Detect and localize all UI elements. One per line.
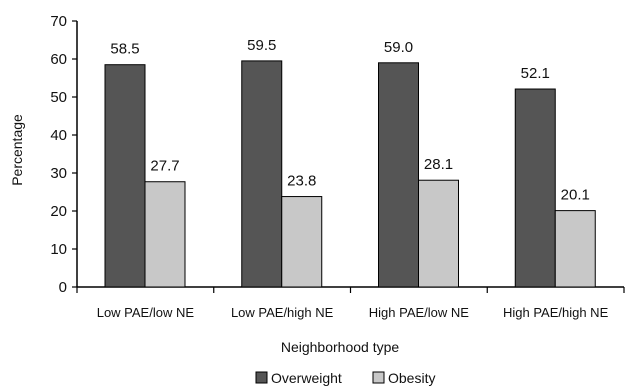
legend-label-overweight: Overweight [271,370,342,386]
y-tick-label: 70 [50,13,67,30]
bar-overweight [514,88,556,288]
bar-obesity [554,210,596,288]
bar-overweight [241,60,283,288]
data-label: 58.5 [110,41,139,58]
x-category-label: High PAE/low NE [369,305,470,320]
legend-label-obesity: Obesity [388,370,435,386]
y-tick-label: 30 [50,165,67,182]
x-category-label: Low PAE/low NE [97,305,195,320]
y-tick-label: 60 [50,51,67,68]
bar-obesity [144,181,186,288]
data-label: 59.0 [384,39,413,56]
data-label: 23.8 [287,173,316,190]
legend-swatch-obesity [372,371,385,384]
y-tick-label: 10 [50,241,67,258]
y-tick-label: 20 [50,203,67,220]
legend: Overweight Obesity [255,370,435,386]
bar-overweight [104,64,146,288]
y-tick-label: 50 [50,89,67,106]
y-tick-label: 0 [59,279,67,296]
bar-obesity [418,179,459,288]
data-label: 20.1 [561,187,590,204]
bar-overweight [378,62,419,288]
bar-obesity [281,196,323,288]
data-label: 52.1 [521,65,550,82]
x-category-label: Low PAE/high NE [231,305,334,320]
legend-swatch-overweight [255,371,268,384]
data-label: 59.5 [247,37,276,54]
data-label: 28.1 [424,156,453,173]
y-tick-label: 40 [50,127,67,144]
plot-area: 0 10 20 30 40 50 60 70 58.5 27.7 Low PAE/low NE 59.… [50,13,625,320]
y-axis-title: Percentage [9,114,25,186]
data-label: 27.7 [150,158,179,175]
x-category-label: High PAE/high NE [503,305,609,320]
x-axis-title: Neighborhood type [281,339,400,355]
